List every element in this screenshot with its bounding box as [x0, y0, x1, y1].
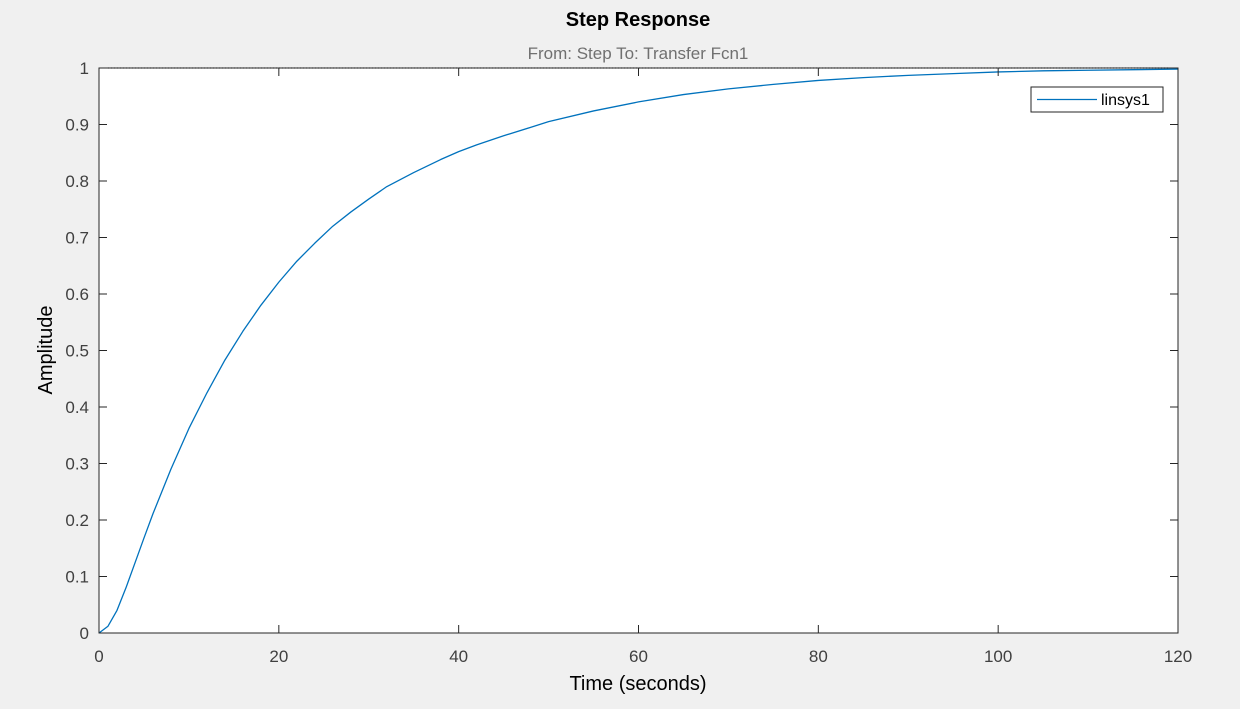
series-layer [98, 68, 1179, 634]
x-tick-label: 20 [269, 647, 288, 666]
x-tick-label: 0 [94, 647, 103, 666]
y-tick-label: 0.8 [65, 172, 89, 191]
legend[interactable]: linsys1 [1030, 86, 1164, 113]
y-tick-label: 1 [80, 59, 89, 78]
x-tick-label: 40 [449, 647, 468, 666]
y-tick-label: 0.6 [65, 285, 89, 304]
legend-label: linsys1 [1101, 92, 1150, 109]
series-line-linsys1 [98, 68, 1179, 634]
x-axis-label: Time (seconds) [569, 673, 706, 695]
y-tick-label: 0.7 [65, 229, 89, 248]
y-tick-label: 0.5 [65, 342, 89, 361]
x-tick-label: 100 [984, 647, 1012, 666]
y-tick-label: 0.4 [65, 398, 89, 417]
x-tick-label: 80 [809, 647, 828, 666]
y-tick-label: 0.3 [65, 455, 89, 474]
y-tick-label: 0.9 [65, 116, 89, 135]
y-axis-label: Amplitude [35, 306, 57, 395]
y-tick-label: 0.2 [65, 511, 89, 530]
x-tick-label: 60 [629, 647, 648, 666]
x-tick-label: 120 [1164, 647, 1192, 666]
plot-area[interactable] [98, 67, 1179, 634]
chart-subtitle: From: Step To: Transfer Fcn1 [528, 44, 749, 63]
y-tick-label: 0 [80, 624, 89, 643]
y-tick-label: 0.1 [65, 568, 89, 587]
tick-layer: 0 20 40 60 80 100 120 0 0.1 0.2 0.3 0.4 0.5 0.6 0.7 0.8… [65, 59, 1192, 666]
chart-title: Step Response [566, 9, 710, 31]
